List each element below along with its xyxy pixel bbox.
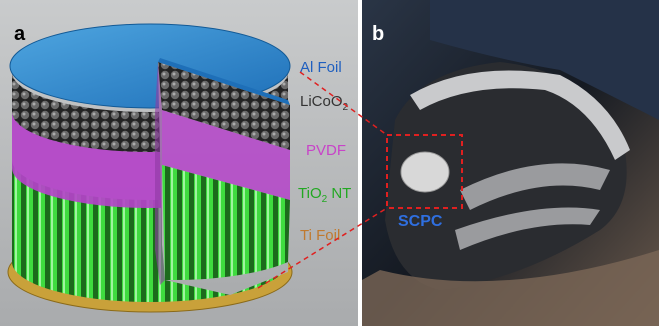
- label-text: TiO: [298, 185, 322, 202]
- label-subscript: 2: [343, 102, 349, 113]
- callout-label: SCPC: [398, 213, 443, 230]
- figure: a Al Foil LiCoO2 PVDF TiO2 NT Ti Foil b …: [0, 0, 659, 326]
- layer-label: Al Foil: [300, 59, 342, 76]
- layer-label: Ti Foil: [300, 227, 340, 244]
- layer-label: PVDF: [306, 142, 346, 159]
- page: {"panels": [ {"label": "a", "layers": [ …: [0, 0, 659, 326]
- label-suffix: NT: [327, 185, 351, 202]
- battery: [401, 152, 449, 192]
- label-text: LiCoO: [300, 93, 343, 110]
- panel-label: b: [372, 23, 384, 45]
- panel-label: a: [14, 23, 26, 45]
